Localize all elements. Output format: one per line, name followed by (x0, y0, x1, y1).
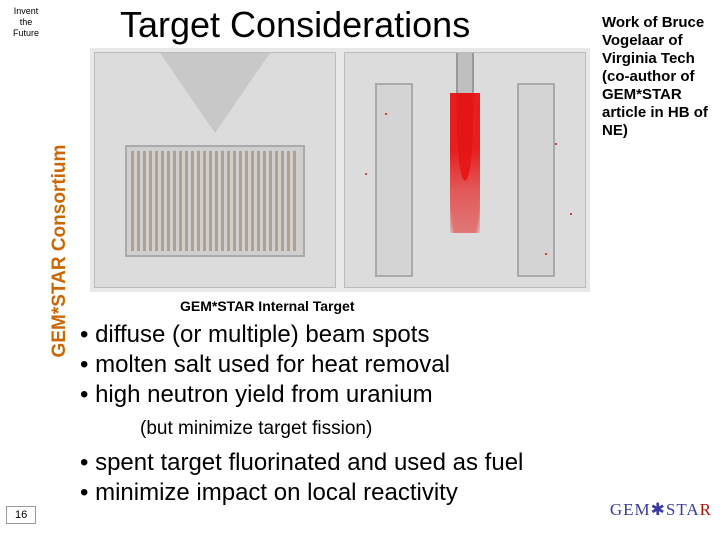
logo-r: R (700, 500, 712, 519)
figure-caption: GEM*STAR Internal Target (180, 298, 355, 314)
lattice-fill (131, 151, 299, 251)
bullet-item: • minimize impact on local reactivity (80, 478, 523, 508)
gemstar-logo: GEM✱STAR (610, 500, 712, 520)
particle-splash-icon (450, 93, 480, 233)
tagline-3: Future (13, 28, 39, 38)
logo-star-icon: ✱ (651, 500, 666, 519)
bullet-item: • high neutron yield from uranium (80, 380, 450, 410)
frame-right (517, 83, 555, 277)
target-lattice-box (125, 145, 305, 257)
scatter-dot (555, 143, 557, 145)
bullets-bottom: • spent target fluorinated and used as f… (80, 448, 523, 508)
bullets-top: • diffuse (or multiple) beam spots • mol… (80, 320, 450, 410)
figure-left-panel (94, 52, 336, 288)
scatter-dot (545, 253, 547, 255)
logo-gem: GEM (610, 500, 651, 519)
bullet-item: • molten salt used for heat removal (80, 350, 450, 380)
figure-area (90, 48, 590, 292)
scatter-dot (365, 173, 367, 175)
bullet-item: • diffuse (or multiple) beam spots (80, 320, 450, 350)
credit-text: Work of Bruce Vogelaar of Virginia Tech … (602, 14, 712, 140)
sub-line: (but minimize target fission) (140, 418, 372, 440)
tagline-2: the (20, 17, 33, 27)
tagline-1: Invent (14, 6, 39, 16)
slide-number: 16 (6, 506, 36, 524)
frame-left (375, 83, 413, 277)
scatter-dot (570, 213, 572, 215)
logo-sta: STA (666, 500, 700, 519)
consortium-label: GEM*STAR Consortium (49, 121, 71, 381)
tagline: Invent the Future (6, 6, 46, 38)
bullet-item: • spent target fluorinated and used as f… (80, 448, 523, 478)
scatter-dot (385, 113, 387, 115)
slide-title: Target Considerations (120, 4, 470, 46)
beam-cone-icon (160, 53, 270, 133)
figure-right-panel (344, 52, 586, 288)
left-rail: Invent the Future GEM*STAR Consortium 16 (0, 0, 50, 540)
